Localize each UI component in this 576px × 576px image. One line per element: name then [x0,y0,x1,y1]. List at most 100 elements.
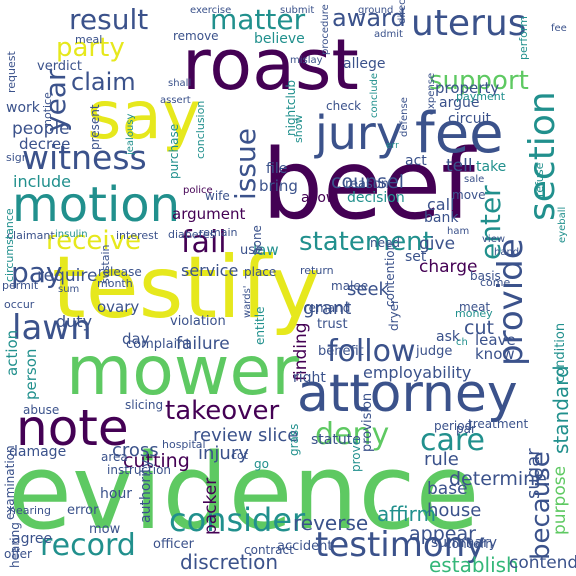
cloud-word: decision [347,190,405,206]
cloud-word: fail [181,225,227,260]
cloud-word: cot [231,449,249,462]
cloud-word: malee [331,279,369,293]
cloud-word: error [67,503,99,518]
cloud-word: pay [11,256,63,289]
cloud-word: hospital [162,438,206,451]
cloud-word: discretion [180,550,279,574]
cloud-word: check [326,99,362,113]
cloud-word: receive [46,226,142,256]
cloud-word: hearing [8,522,22,568]
cloud-word: argument [172,205,246,223]
cloud-word: follow [327,334,416,369]
cloud-word: house [427,500,482,521]
cloud-word: area [101,450,128,464]
cloud-word: jury [315,106,404,160]
cloud-word: jealousy [125,113,136,155]
cloud-word: duty [56,312,93,331]
cloud-word: file [266,161,288,177]
cloud-word: record [40,528,136,563]
cloud-word: offer [4,547,32,561]
cloud-word: support [429,66,529,96]
cloud-word: hearing [9,504,52,517]
cloud-word: service [181,261,239,280]
cloud-word: care [420,423,486,458]
cloud-word: period [434,419,473,433]
cloud-word: condition [553,322,568,383]
cloud-word: instruction [107,463,172,477]
cloud-word: ovary [97,298,140,316]
cloud-word: include [13,172,71,191]
cloud-word: release [98,265,142,279]
cloud-word: cut [464,317,494,339]
cloud-word: request [5,51,18,93]
cloud-word: sustain [99,244,112,284]
cloud-word: expense [426,72,437,115]
cloud-word: give [419,234,456,254]
cloud-word: judge [416,344,453,359]
cloud-word: ask [436,329,460,345]
cloud-word: require [37,266,98,286]
cloud-word: ham [447,226,470,237]
cloud-word: circuit [448,111,491,127]
cloud-word: permit [2,279,39,292]
cloud-word: reason [345,177,389,192]
cloud-word: fee [415,101,504,166]
cloud-word: tell [446,156,473,176]
cloud-word: fee [551,23,567,34]
cloud-word: insulin [55,229,88,240]
cloud-word: shall [168,78,192,89]
cloud-word: charge [419,257,478,277]
cloud-word: say [87,77,201,154]
cloud-word: mower [66,332,300,411]
cloud-word: move [452,188,486,202]
cloud-word: show [292,114,305,143]
cloud-word: argue [439,95,480,111]
cloud-word: conclusion [194,100,207,159]
cloud-word: result [69,3,149,36]
cloud-word: refuse [533,162,546,197]
cloud-word: determine [449,468,547,490]
cloud-word: purpose [550,465,570,535]
cloud-word: concern [445,537,493,551]
cloud-word: appear [409,523,476,545]
cloud-word: entitle [253,306,267,345]
cloud-word: allow [301,190,338,206]
cloud-word: evidence [8,431,480,553]
cloud-word: police [183,185,213,196]
cloud-word: matter [210,3,306,36]
cloud-word: procedure [320,4,331,55]
cloud-word: motion [12,177,181,233]
cloud-word: section [522,91,563,221]
cloud-word: right [293,370,326,386]
cloud-word: sum [58,284,80,295]
cloud-word: wife [205,189,230,203]
cloud-word: slice [258,425,299,446]
cloud-word: use [240,243,264,258]
cloud-word: come [480,276,511,289]
cloud-word: action [3,329,21,376]
cloud-word: direct [397,0,408,24]
cloud-word: defense [399,97,410,137]
cloud-word: circumstance [3,208,16,282]
cloud-word: decree [19,135,71,153]
cloud-word: admit [374,29,403,40]
cloud-word: testimony [315,525,486,565]
cloud-word: summary [431,535,498,551]
cloud-word: abuse [23,403,60,417]
cloud-word: know [475,345,515,363]
cloud-word: award [332,4,406,32]
cloud-word: day [122,330,150,348]
cloud-word: interest [116,229,159,242]
cloud-word: consider [169,501,306,539]
cloud-word: leave [475,331,516,349]
cloud-word: takeover [165,396,280,426]
cloud-word: bank [424,210,459,226]
cloud-word: remain [199,226,238,239]
cloud-word: establish [429,553,519,576]
cloud-word: complaint [126,337,191,352]
cloud-word: claimant [7,229,55,242]
cloud-word: law [253,241,279,259]
cloud-word: eyeball [557,206,568,243]
cloud-word: sign [6,151,29,164]
